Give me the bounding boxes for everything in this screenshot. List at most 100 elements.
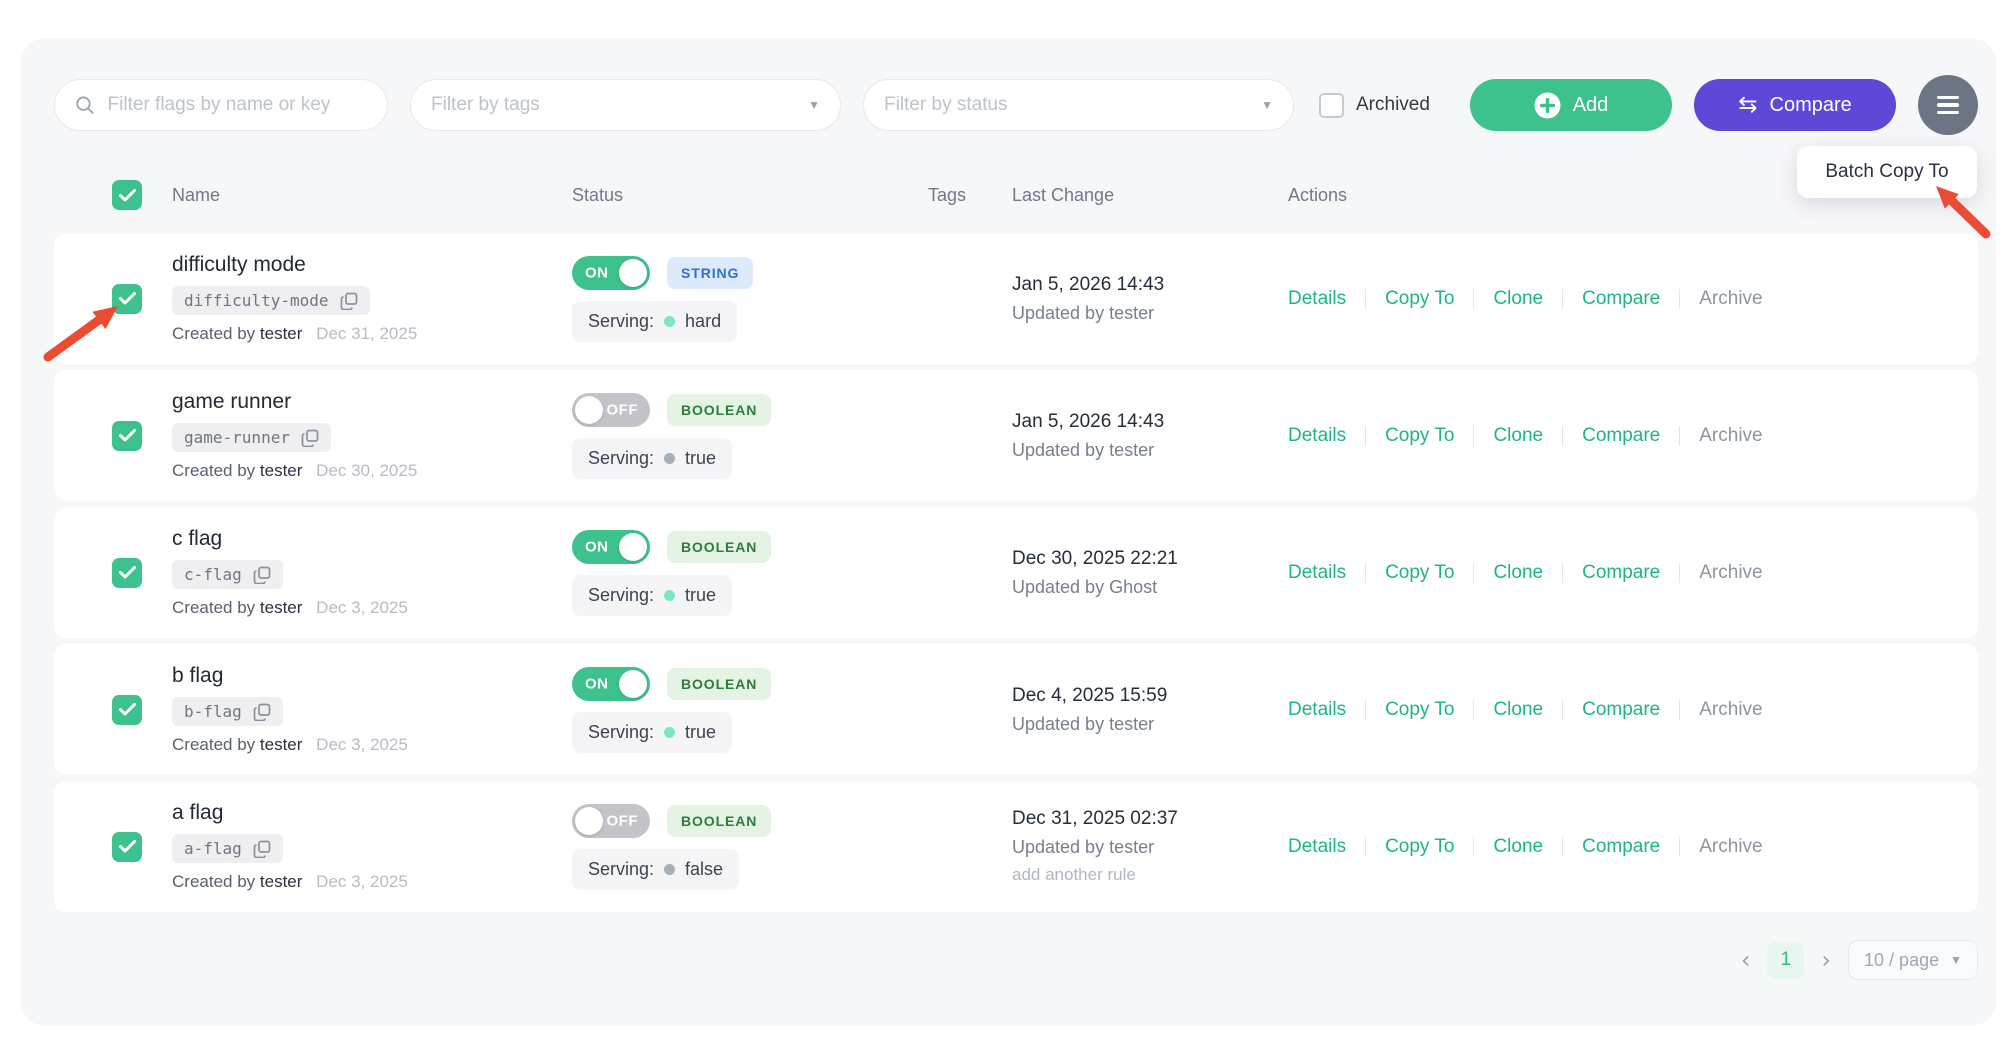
batch-menu-button[interactable] (1918, 75, 1978, 135)
compare-link[interactable]: Compare (1582, 835, 1661, 857)
add-button[interactable]: Add (1470, 79, 1672, 131)
flag-row: c flag c-flag Created by tester Dec 3, 2… (54, 507, 1978, 638)
copy-to-link[interactable]: Copy To (1385, 561, 1455, 583)
compare-link[interactable]: Compare (1582, 698, 1661, 720)
toggle-state-label: ON (585, 675, 609, 692)
compare-button[interactable]: ⇆ Compare (1694, 79, 1896, 131)
copy-icon[interactable] (253, 703, 271, 721)
flag-key-chip[interactable]: a-flag (172, 834, 283, 863)
flag-key-chip[interactable]: game-runner (172, 423, 331, 452)
flag-toggle[interactable]: ON (572, 529, 650, 564)
flag-toggle[interactable]: ON (572, 255, 650, 290)
flag-key-chip[interactable]: b-flag (172, 697, 283, 726)
flag-name[interactable]: game runner (172, 390, 292, 413)
flag-table-body: difficulty mode difficulty-mode Created … (54, 233, 1978, 912)
toggle-state-label: ON (585, 264, 609, 281)
column-header-name: Name (172, 184, 221, 205)
compare-link[interactable]: Compare (1582, 561, 1661, 583)
action-divider (1473, 562, 1475, 583)
flag-name[interactable]: difficulty mode (172, 253, 306, 276)
row-checkbox[interactable] (112, 283, 142, 314)
clone-link[interactable]: Clone (1493, 835, 1544, 857)
archive-link[interactable]: Archive (1699, 698, 1763, 720)
clone-link[interactable]: Clone (1493, 424, 1544, 446)
flag-row: a flag a-flag Created by tester Dec 3, 2… (54, 781, 1978, 912)
copy-icon[interactable] (301, 429, 319, 447)
details-link[interactable]: Details (1288, 287, 1347, 309)
flag-type-badge: BOOLEAN (667, 667, 772, 700)
row-checkbox[interactable] (112, 557, 142, 588)
creator-name: tester (259, 324, 303, 343)
action-divider (1679, 562, 1681, 583)
flag-name[interactable]: c flag (172, 527, 223, 550)
batch-copy-to-item[interactable]: Batch Copy To (1825, 161, 1949, 182)
flag-key: c-flag (184, 565, 242, 584)
search-filter[interactable] (54, 79, 388, 131)
action-divider (1473, 288, 1475, 309)
created-line: Created by tester Dec 3, 2025 (172, 598, 572, 618)
table-header: Name Status Tags Last Change Actions (54, 165, 1978, 225)
details-link[interactable]: Details (1288, 424, 1347, 446)
updated-by: Updated by tester (1012, 837, 1155, 857)
archive-link[interactable]: Archive (1699, 287, 1763, 309)
copy-to-link[interactable]: Copy To (1385, 835, 1455, 857)
row-checkbox[interactable] (112, 694, 142, 725)
creator-name: tester (259, 735, 303, 754)
action-divider (1562, 288, 1564, 309)
details-link[interactable]: Details (1288, 835, 1347, 857)
details-link[interactable]: Details (1288, 561, 1347, 583)
clone-link[interactable]: Clone (1493, 698, 1544, 720)
batch-menu-popup: Batch Copy To (1797, 146, 1977, 198)
toggle-knob (575, 395, 603, 424)
page-size-select[interactable]: 10 / page ▼ (1848, 940, 1978, 980)
compare-button-label: Compare (1769, 93, 1852, 116)
compare-link[interactable]: Compare (1582, 287, 1661, 309)
created-date: Dec 31, 2025 (316, 324, 418, 343)
serving-dot (664, 589, 676, 601)
flag-row: game runner game-runner Created by teste… (54, 370, 1978, 501)
flag-toggle[interactable]: OFF (572, 392, 650, 427)
current-page-button[interactable]: 1 (1767, 941, 1805, 979)
flag-key-chip[interactable]: difficulty-mode (172, 286, 370, 315)
archive-link[interactable]: Archive (1699, 561, 1763, 583)
flag-row: b flag b-flag Created by tester Dec 3, 2… (54, 644, 1978, 775)
created-line: Created by tester Dec 30, 2025 (172, 461, 572, 481)
archive-link[interactable]: Archive (1699, 835, 1763, 857)
compare-link[interactable]: Compare (1582, 424, 1661, 446)
select-all-checkbox[interactable] (112, 180, 142, 210)
row-checkbox[interactable] (112, 831, 142, 862)
serving-label: Serving: (588, 858, 655, 879)
row-actions: Details Copy To Clone Compare Archive (1288, 836, 1978, 858)
creator-name: tester (259, 872, 303, 891)
flag-toggle[interactable]: ON (572, 666, 650, 701)
flag-key-chip[interactable]: c-flag (172, 560, 283, 589)
updated-by: Updated by tester (1012, 713, 1155, 734)
flag-name[interactable]: b flag (172, 664, 224, 687)
copy-icon[interactable] (253, 566, 271, 584)
search-input[interactable] (107, 94, 367, 116)
action-divider (1562, 836, 1564, 857)
clone-link[interactable]: Clone (1493, 561, 1544, 583)
copy-to-link[interactable]: Copy To (1385, 698, 1455, 720)
clone-link[interactable]: Clone (1493, 287, 1544, 309)
flag-toggle[interactable]: OFF (572, 803, 650, 838)
column-header-actions: Actions (1288, 184, 1348, 205)
tags-filter-select[interactable]: Filter by tags ▼ (410, 79, 841, 131)
filter-bar: Filter by tags ▼ Filter by status ▼ Arch… (54, 75, 1978, 135)
serving-label: Serving: (588, 584, 655, 605)
flag-name[interactable]: a flag (172, 801, 224, 824)
status-filter-select[interactable]: Filter by status ▼ (863, 79, 1294, 131)
prev-page-button[interactable]: ‹ (1740, 946, 1751, 974)
check-icon (118, 429, 136, 442)
archived-checkbox[interactable] (1319, 92, 1344, 118)
row-checkbox[interactable] (112, 420, 142, 451)
copy-icon[interactable] (253, 840, 271, 858)
next-page-button[interactable]: › (1821, 946, 1832, 974)
copy-to-link[interactable]: Copy To (1385, 287, 1455, 309)
serving-chip: Serving: false (572, 848, 740, 890)
copy-icon[interactable] (340, 292, 358, 310)
copy-to-link[interactable]: Copy To (1385, 424, 1455, 446)
toggle-state-label: OFF (606, 812, 638, 829)
details-link[interactable]: Details (1288, 698, 1347, 720)
archive-link[interactable]: Archive (1699, 424, 1763, 446)
